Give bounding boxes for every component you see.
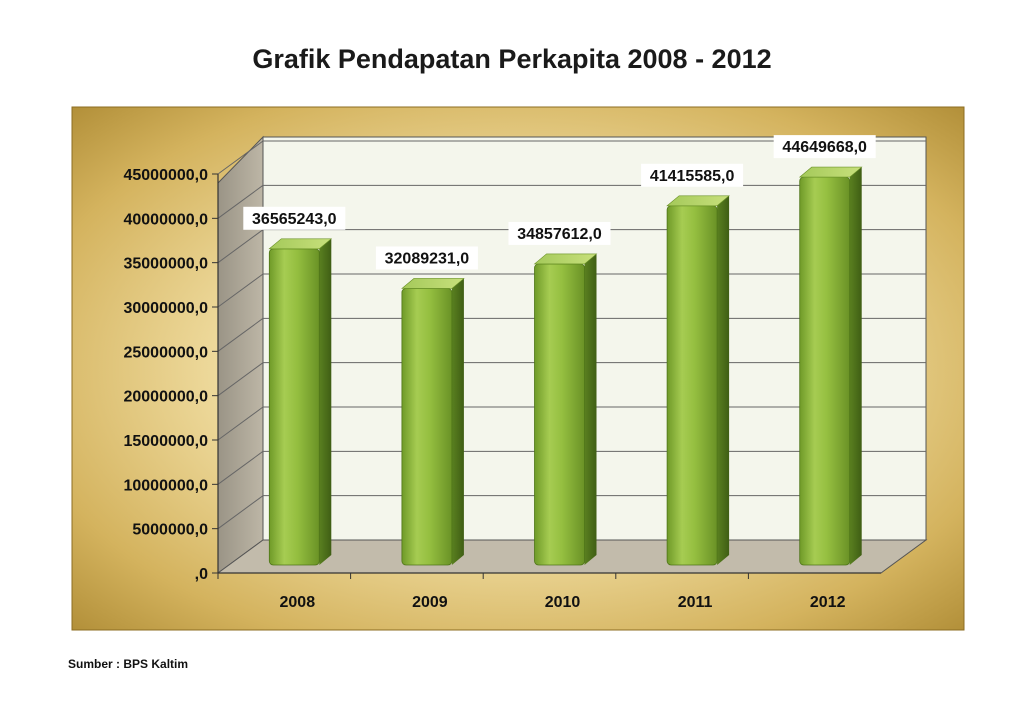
- y-tick-label: 30000000,0: [123, 300, 208, 317]
- gridline-depth: [217, 184, 264, 219]
- gridline-depth: [217, 450, 264, 485]
- bar: [401, 288, 453, 566]
- x-tick-label: 2008: [280, 594, 316, 611]
- gridline-depth: [217, 495, 264, 530]
- data-label-text: 36565243,0: [252, 211, 337, 228]
- data-label-text: 32089231,0: [385, 250, 470, 267]
- bar: [268, 248, 320, 566]
- gridline-depth: [217, 229, 264, 264]
- bar-side: [451, 278, 464, 565]
- data-label-box: [773, 135, 876, 159]
- data-label: 32089231,0: [375, 246, 478, 270]
- gridline-depth: [217, 317, 264, 352]
- bar-top: [798, 166, 863, 178]
- data-label-box: [641, 163, 744, 187]
- y-tick-label: ,0: [195, 566, 208, 583]
- y-tick-label: 40000000,0: [123, 211, 208, 228]
- gridline-depth: [217, 140, 264, 175]
- data-label: 34857612,0: [508, 221, 611, 245]
- data-label-box: [375, 246, 478, 270]
- bar-top: [533, 253, 598, 265]
- chart-title: Grafik Pendapatan Perkapita 2008 - 2012: [252, 44, 772, 74]
- bar-top: [401, 278, 465, 289]
- bar-side: [584, 253, 597, 565]
- data-label-text: 34857612,0: [517, 226, 602, 243]
- bar: [534, 263, 585, 566]
- y-tick-label: 20000000,0: [123, 389, 208, 406]
- y-tick-label: 5000000,0: [132, 522, 208, 539]
- data-label-box: [243, 206, 346, 230]
- source-note: Sumber : BPS Kaltim: [68, 657, 189, 671]
- gridline-depth: [217, 273, 264, 308]
- data-label: 44649668,0: [773, 135, 876, 159]
- bar-side: [319, 238, 332, 565]
- y-tick-label: 10000000,0: [123, 477, 208, 494]
- gridline-depth: [217, 406, 264, 441]
- gridline-depth: [217, 362, 264, 397]
- y-tick-label: 45000000,0: [123, 167, 208, 184]
- y-tick-label: 15000000,0: [123, 433, 208, 450]
- bar-side: [849, 167, 862, 566]
- data-label: 41415585,0: [641, 163, 744, 187]
- bar-side: [717, 195, 730, 566]
- x-tick-label: 2009: [412, 594, 448, 611]
- bar: [666, 205, 718, 566]
- x-tick-label: 2011: [678, 594, 713, 611]
- data-label: 36565243,0: [243, 206, 346, 230]
- y-tick-label: 25000000,0: [123, 344, 208, 361]
- data-label-text: 41415585,0: [650, 168, 735, 185]
- bar-top: [268, 238, 333, 250]
- x-tick-label: 2012: [810, 594, 846, 611]
- bar: [799, 176, 851, 566]
- bar-top: [666, 195, 730, 207]
- data-label-box: [508, 221, 611, 245]
- y-tick-label: 35000000,0: [123, 256, 208, 273]
- data-label-text: 44649668,0: [782, 139, 867, 156]
- x-tick-label: 2010: [545, 594, 581, 611]
